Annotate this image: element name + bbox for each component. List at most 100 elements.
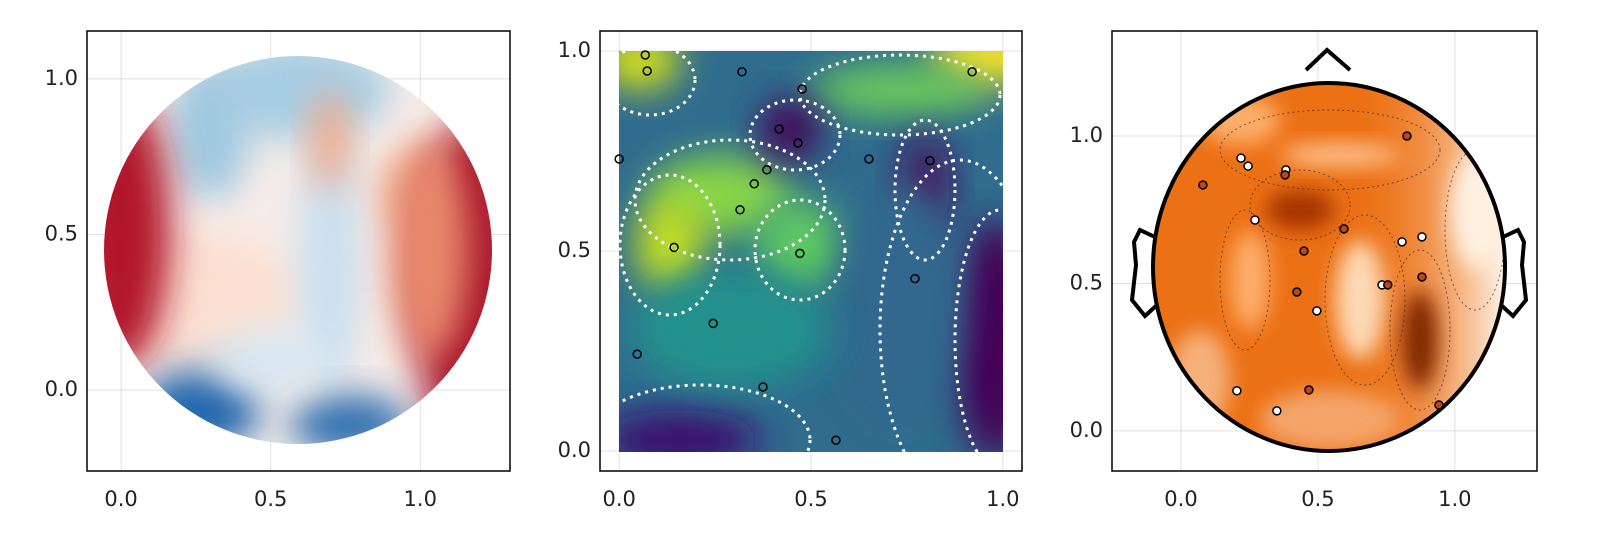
- head-outline: [1151, 81, 1507, 453]
- electrode-point: [614, 154, 624, 164]
- field-blob: [755, 200, 845, 290]
- field-blob: [104, 90, 170, 370]
- y-tick-label: 0.0: [1070, 418, 1103, 442]
- electrode-point: [831, 435, 841, 445]
- field-blob: [619, 410, 760, 452]
- electrode-point: [1397, 237, 1407, 247]
- electrode-point: [632, 349, 642, 359]
- contour-line: [1249, 169, 1351, 241]
- contour-line: [1444, 149, 1505, 311]
- y-tick-label: 1.0: [558, 38, 591, 62]
- electrode-point: [1304, 385, 1314, 395]
- field-blob: [1280, 143, 1400, 167]
- electrode-point: [749, 179, 759, 189]
- field-blob: [1200, 95, 1280, 145]
- axes-frame: [1111, 30, 1538, 472]
- electrode-point: [1383, 280, 1393, 290]
- contour-field: [619, 51, 1003, 452]
- electrode-point: [797, 84, 807, 94]
- field-blob: [1335, 240, 1385, 360]
- field-blob: [300, 130, 360, 390]
- field-blob: [290, 395, 410, 444]
- electrode-point: [793, 138, 803, 148]
- field-blob: [810, 65, 990, 115]
- electrode-point: [762, 165, 772, 175]
- electrode-point: [1272, 406, 1282, 416]
- field-blob: [630, 270, 830, 390]
- field-blob: [1402, 290, 1438, 390]
- contour-line: [753, 198, 847, 302]
- electrode-point: [1339, 224, 1349, 234]
- y-tick-label: 0.0: [558, 438, 591, 462]
- right-ear: [1499, 227, 1529, 319]
- y-tick-label: 1.0: [1070, 123, 1103, 147]
- electrode-point: [774, 124, 784, 134]
- field-blob: [1170, 330, 1230, 430]
- axes-frame: [86, 30, 511, 472]
- x-tick-label: 0.0: [1164, 487, 1197, 511]
- electrode-point: [669, 242, 679, 253]
- electrode-point: [1417, 272, 1427, 282]
- electrode-point: [1236, 153, 1246, 163]
- field-blob: [955, 220, 1003, 452]
- field-blob: [760, 100, 820, 160]
- left-ear: [1129, 227, 1159, 319]
- field-blob: [170, 60, 250, 200]
- contour-line: [1219, 209, 1271, 351]
- electrode-point: [1250, 215, 1260, 225]
- field-blob: [840, 180, 960, 420]
- electrode-point: [1434, 400, 1444, 410]
- y-tick-label: 1.0: [45, 66, 78, 90]
- panel: 0.0 0.5 1.0 0.0 0.5 1.0: [1070, 30, 1538, 511]
- field-blob: [619, 51, 680, 90]
- y-tick-label: 0.0: [45, 377, 78, 401]
- electrode-point: [1299, 246, 1309, 256]
- electrode-point: [1417, 232, 1427, 242]
- contour-line: [893, 118, 957, 262]
- electrode-point: [864, 154, 874, 164]
- x-tick-label: 0.5: [1301, 487, 1334, 511]
- contour-line: [748, 98, 842, 172]
- electrode-point: [1243, 161, 1253, 171]
- electrode-point: [1280, 170, 1290, 180]
- electrode-point: [1198, 180, 1208, 190]
- x-tick-label: 0.5: [794, 487, 827, 511]
- field-blob: [1260, 390, 1400, 450]
- contour-line: [1389, 249, 1451, 411]
- panel: 0.0 0.5 1.0 0.0 0.5 1.0: [558, 30, 1023, 511]
- x-tick-label: 1.0: [1438, 487, 1471, 511]
- axes-frame: [599, 30, 1023, 472]
- contour-line: [619, 383, 812, 452]
- x-tick-label: 1.0: [404, 487, 437, 511]
- electrode-point: [642, 66, 652, 76]
- heatmap-field: [104, 56, 492, 444]
- y-tick-label: 0.5: [1070, 270, 1103, 294]
- panel: 0.0 0.5 1.0 0.0 0.5 1.0: [45, 30, 511, 511]
- field-blob: [310, 90, 350, 190]
- x-tick-label: 1.0: [986, 487, 1019, 511]
- x-tick-label: 0.0: [104, 487, 137, 511]
- field-blob: [1230, 230, 1270, 330]
- electrode-point: [1402, 131, 1412, 141]
- contour-line: [1324, 214, 1406, 386]
- x-tick-label: 0.5: [254, 487, 287, 511]
- electrode-point: [735, 205, 745, 215]
- contour-line: [1219, 109, 1441, 191]
- electrode-point: [795, 248, 805, 259]
- y-tick-label: 0.5: [558, 238, 591, 262]
- y-tick-label: 0.5: [45, 222, 78, 246]
- field-blob: [1450, 150, 1505, 270]
- electrode-point: [1232, 386, 1242, 396]
- electrode-point: [640, 50, 651, 60]
- nose: [1304, 47, 1352, 72]
- x-tick-label: 0.0: [602, 487, 635, 511]
- electrode-point: [910, 273, 920, 284]
- electrode-point: [737, 67, 747, 77]
- field-blob: [1265, 190, 1335, 230]
- contour-line: [633, 138, 827, 262]
- field-blob: [390, 140, 470, 360]
- contour-line: [798, 53, 1002, 137]
- electrode-point: [708, 318, 718, 329]
- contour-line: [619, 51, 697, 117]
